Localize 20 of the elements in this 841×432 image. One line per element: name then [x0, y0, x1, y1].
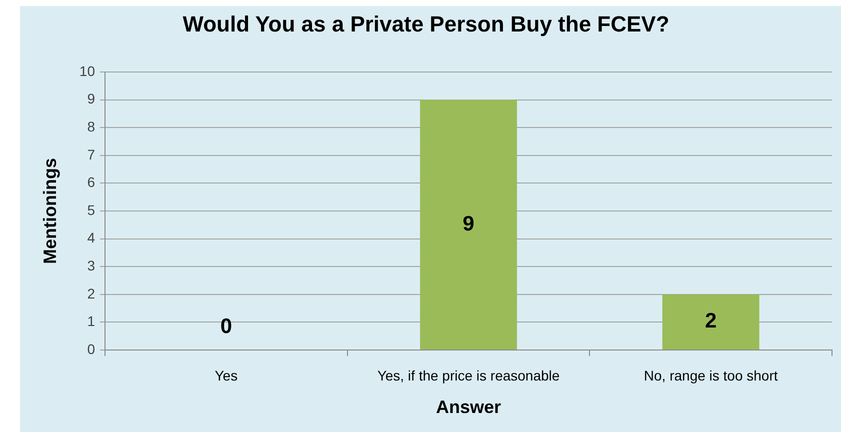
chart-title: Would You as a Private Person Buy the FCEV?: [182, 11, 670, 36]
data-label: 9: [462, 212, 474, 236]
y-tick-label: 5: [87, 202, 96, 218]
y-tick-label: 9: [87, 90, 96, 107]
y-tick-label: 0: [87, 340, 96, 357]
y-tick-label: 7: [87, 146, 96, 162]
y-tick-label: 8: [87, 118, 96, 134]
x-tick-label: Yes: [214, 367, 238, 384]
x-tick-label: No, range is too short: [644, 367, 778, 384]
y-axis-title: Mentionings: [40, 158, 60, 264]
x-axis-title: Answer: [436, 397, 502, 418]
y-tick-label: 2: [87, 285, 96, 302]
y-tick-label: 1: [87, 313, 96, 330]
data-label: 0: [220, 314, 232, 338]
y-tick-label: 10: [79, 62, 96, 79]
data-label: 2: [704, 310, 717, 333]
y-tick-label: 3: [87, 257, 96, 274]
y-tick-label: 4: [87, 230, 96, 246]
x-tick-label: Yes, if the price is reasonable: [377, 367, 560, 384]
y-tick-label: 6: [87, 174, 96, 190]
